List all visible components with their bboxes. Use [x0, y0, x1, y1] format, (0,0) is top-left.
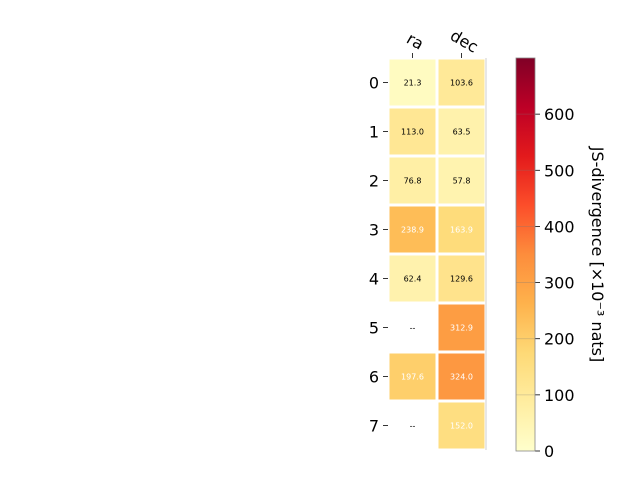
cell-value-label: 113.0 [401, 128, 424, 137]
heatmap-cell [389, 353, 436, 400]
colorbar-tick-label: 200 [544, 330, 575, 349]
heatmap-cell [438, 157, 485, 204]
heatmap-cell [389, 206, 436, 253]
y-tick-label: 1 [369, 123, 379, 142]
cell-value-label: 62.4 [404, 275, 422, 284]
heatmap-cell [438, 402, 485, 449]
cell-value-label: 163.9 [450, 226, 473, 235]
cell-value-label: -- [410, 422, 416, 431]
x-tick-label: ra [403, 29, 427, 54]
heatmap-cell [389, 108, 436, 155]
cell-value-label: 324.0 [450, 373, 473, 382]
cell-value-label: -- [410, 324, 416, 333]
heatmap-cell [389, 157, 436, 204]
colorbar-tick-label: 600 [544, 105, 575, 124]
colorbar-tick-label: 500 [544, 161, 575, 180]
y-tick-label: 0 [369, 74, 379, 93]
heatmap-cell [438, 206, 485, 253]
cell-value-label: 21.3 [404, 79, 422, 88]
x-tick-label: dec [447, 26, 481, 57]
y-tick-label: 3 [369, 221, 379, 240]
heatmap-cell [389, 59, 436, 106]
colorbar-tick-label: 300 [544, 274, 575, 293]
colorbar-tick-label: 0 [544, 442, 554, 461]
cell-value-label: 152.0 [450, 422, 473, 431]
heatmap-axes: 21.3 103.6 113.0 63.5 76.8 57.8 238.9 163.9 62.4… [369, 26, 487, 450]
cell-value-label: 238.9 [401, 226, 424, 235]
heatmap-cell [389, 255, 436, 302]
heatmap-cell [438, 108, 485, 155]
cell-value-label: 63.5 [453, 128, 471, 137]
heatmap-cell [438, 304, 485, 351]
colorbar-label: JS-divergence [×10⁻³ nats] [588, 146, 607, 362]
y-tick-label: 6 [369, 368, 379, 387]
cell-value-label: 76.8 [404, 177, 422, 186]
cell-value-label: 103.6 [450, 79, 473, 88]
cell-value-label: 312.9 [450, 324, 473, 333]
colorbar-tick-label: 100 [544, 386, 575, 405]
colorbar-tick-label: 400 [544, 217, 575, 236]
cell-value-label: 57.8 [453, 177, 471, 186]
heatmap-cell [438, 353, 485, 400]
y-tick-label: 2 [369, 172, 379, 191]
colorbar: 0 100 200 300 400 500 600 JS-divergence [×10⁻³ … [515, 57, 607, 461]
y-tick-label: 7 [369, 417, 379, 436]
colorbar-gradient [516, 58, 535, 451]
cell-value-label: 129.6 [450, 275, 473, 284]
y-tick-label: 5 [369, 319, 379, 338]
heatmap-cell [438, 59, 485, 106]
cell-value-label: 197.6 [401, 373, 424, 382]
colorbar-outline [515, 57, 536, 452]
heatmap-cell [438, 255, 485, 302]
y-tick-label: 4 [369, 270, 379, 289]
